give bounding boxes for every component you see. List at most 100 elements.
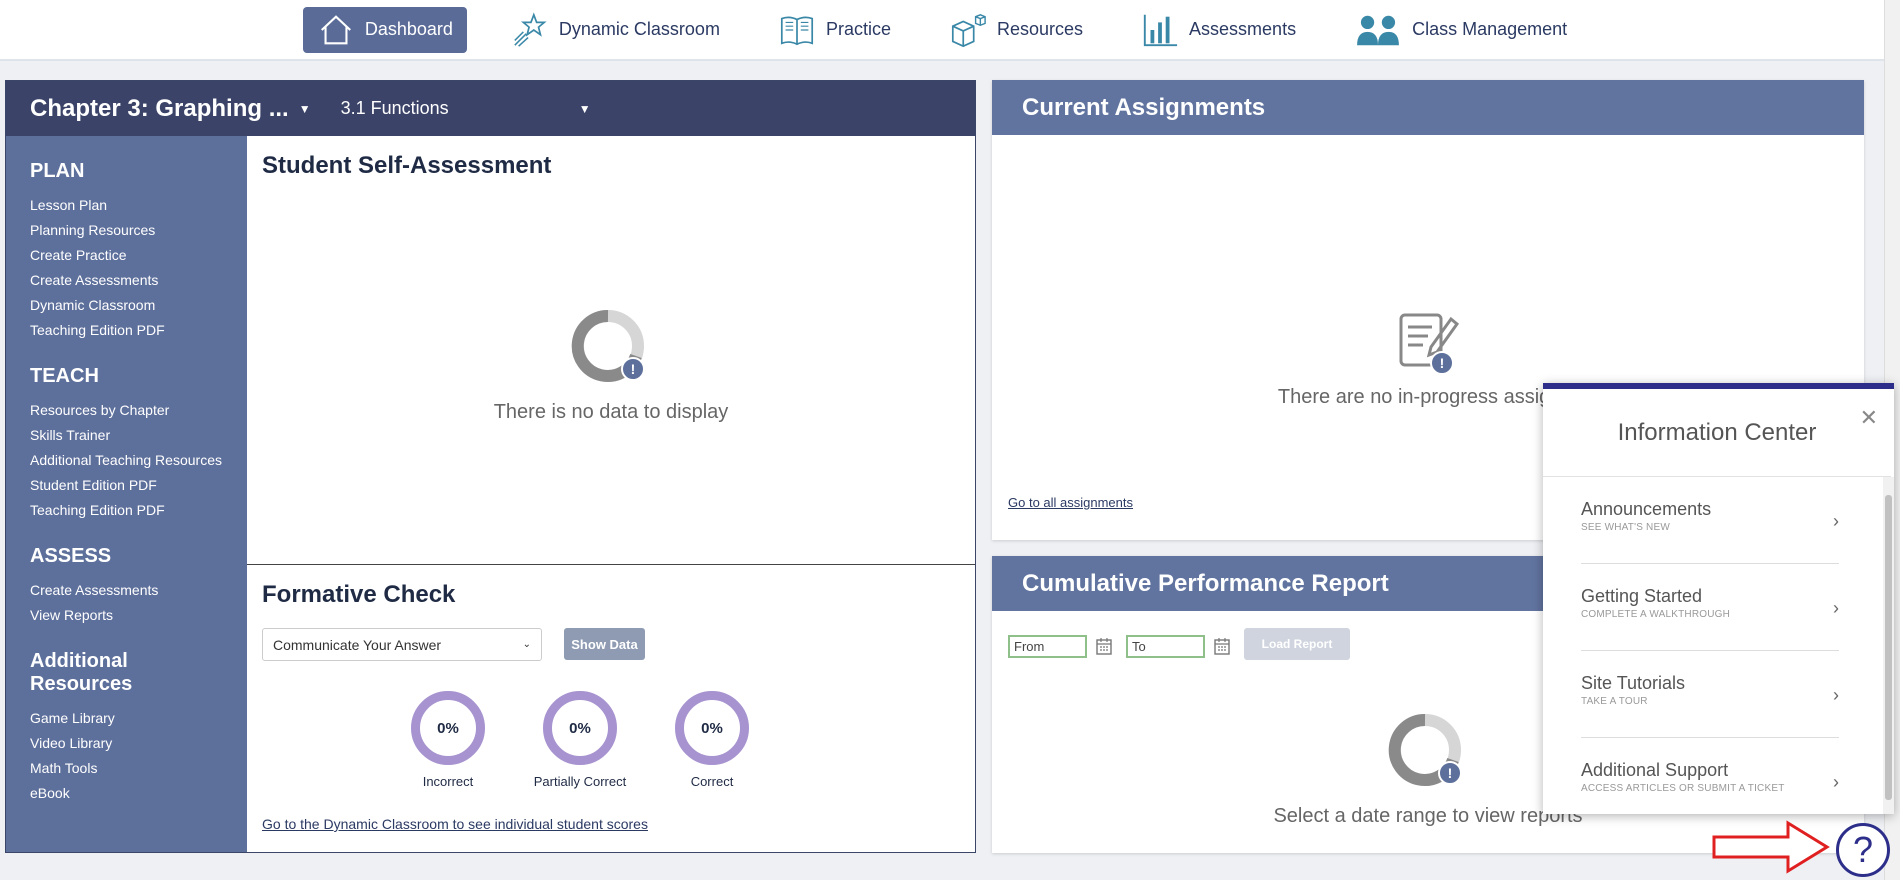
- show-data-button[interactable]: Show Data: [564, 628, 645, 660]
- scrollbar-thumb[interactable]: [1885, 495, 1892, 800]
- close-icon[interactable]: ✕: [1859, 405, 1878, 430]
- empty-message: Select a date range to view reports: [1273, 805, 1583, 827]
- info-item-label: Additional Support: [1581, 760, 1729, 780]
- info-item-subtitle: COMPLETE A WALKTHROUGH: [1581, 609, 1731, 620]
- score-label: Partially Correct: [533, 774, 627, 789]
- sidebar-section-assess: ASSESS Create Assessments View Reports: [30, 545, 223, 628]
- sidebar-heading: TEACH: [30, 365, 99, 387]
- chevron-down-icon[interactable]: ▼: [298, 101, 311, 116]
- sidebar-item-create-practice[interactable]: Create Practice: [30, 247, 127, 263]
- sidebar: PLAN Lesson Plan Planning Resources Crea…: [6, 136, 247, 852]
- score-ring: 0%: [675, 691, 749, 765]
- info-item-label: Getting Started: [1581, 586, 1703, 606]
- help-button[interactable]: ?: [1836, 823, 1890, 877]
- nav-label: Assessments: [1189, 19, 1297, 39]
- sidebar-item-student-edition-pdf[interactable]: Student Edition PDF: [30, 477, 157, 493]
- select-value: Communicate Your Answer: [273, 636, 442, 653]
- sidebar-item-math-tools[interactable]: Math Tools: [30, 760, 98, 776]
- score-label: Incorrect: [422, 774, 474, 789]
- chapter-selector[interactable]: Chapter 3: Graphing ...: [30, 94, 289, 122]
- info-center-title: Information Center: [1543, 389, 1891, 477]
- information-center-panel: Information Center ✕ Announcements SEE W…: [1543, 383, 1894, 814]
- panel-title: Current Assignments: [992, 80, 1864, 135]
- dynamic-classroom-link[interactable]: Go to the Dynamic Classroom to see indiv…: [262, 816, 648, 832]
- cubes-icon: [951, 13, 986, 47]
- users-icon: [1357, 15, 1399, 45]
- chevron-down-icon: ▼: [578, 101, 591, 116]
- sidebar-item-create-assessments[interactable]: Create Assessments: [30, 582, 159, 598]
- score-label: Correct: [690, 774, 734, 789]
- sidebar-item-create-assessments[interactable]: Create Assessments: [30, 272, 159, 288]
- info-item-label: Site Tutorials: [1581, 673, 1686, 693]
- nav-dynamic-classroom[interactable]: Dynamic Classroom: [497, 7, 734, 53]
- svg-text:!: !: [1448, 765, 1453, 781]
- formative-check-select[interactable]: Communicate Your Answer ⌄: [262, 628, 542, 661]
- self-assessment-section: Student Self-Assessment ! There is no da…: [247, 136, 975, 565]
- section-title: Formative Check: [262, 581, 456, 608]
- info-item-subtitle: TAKE A TOUR: [1581, 696, 1648, 707]
- info-item-subtitle: ACCESS ARTICLES OR SUBMIT A TICKET: [1581, 783, 1785, 794]
- empty-donut-chart-icon: !: [571, 309, 645, 382]
- top-navigation: Dashboard Dynamic Classroom Practice Res…: [0, 0, 1884, 61]
- lesson-panel: Chapter 3: Graphing ... ▼ 3.1 Functions …: [5, 80, 976, 853]
- sidebar-item-video-library[interactable]: Video Library: [30, 735, 113, 751]
- sidebar-heading: PLAN: [30, 160, 85, 182]
- score-incorrect: 0% Incorrect: [383, 691, 513, 789]
- calendar-icon[interactable]: [1214, 637, 1230, 655]
- calendar-icon[interactable]: [1096, 637, 1112, 655]
- bar-chart-icon: [1143, 14, 1178, 46]
- svg-text:!: !: [1440, 355, 1445, 371]
- nav-assessments[interactable]: Assessments: [1127, 7, 1310, 53]
- info-item-additional-support[interactable]: Additional Support ACCESS ARTICLES OR SU…: [1581, 738, 1839, 825]
- nav-dashboard[interactable]: Dashboard: [302, 6, 467, 53]
- sidebar-item-planning-resources[interactable]: Planning Resources: [30, 222, 156, 238]
- chevron-right-icon: ›: [1833, 511, 1839, 531]
- formative-check-section: Formative Check Communicate Your Answer …: [247, 565, 975, 852]
- empty-state: ! Select a date range to view reports: [992, 712, 1864, 828]
- info-center-scrollbar[interactable]: [1883, 477, 1894, 814]
- empty-message: There is no data to display: [493, 401, 729, 423]
- nav-class-management[interactable]: Class Management: [1340, 7, 1581, 53]
- sidebar-item-teaching-edition-pdf[interactable]: Teaching Edition PDF: [30, 502, 165, 518]
- sidebar-item-lesson-plan[interactable]: Lesson Plan: [30, 197, 108, 213]
- sparkle-wand-icon: [514, 11, 547, 47]
- sidebar-item-resources-by-chapter[interactable]: Resources by Chapter: [30, 402, 170, 418]
- chevron-down-icon: ⌄: [522, 639, 531, 650]
- sidebar-section-teach: TEACH Resources by Chapter Skills Traine…: [30, 365, 223, 523]
- sidebar-section-plan: PLAN Lesson Plan Planning Resources Crea…: [30, 160, 223, 343]
- info-item-label: Announcements: [1581, 499, 1712, 519]
- lesson-selector[interactable]: 3.1 Functions ▼: [341, 98, 591, 119]
- info-item-announcements[interactable]: Announcements SEE WHAT'S NEW ›: [1581, 477, 1839, 564]
- svg-text:!: !: [631, 361, 636, 377]
- empty-state: ! There is no data to display: [247, 308, 975, 424]
- sidebar-item-skills-trainer[interactable]: Skills Trainer: [30, 427, 111, 443]
- sidebar-item-ebook[interactable]: eBook: [30, 785, 70, 801]
- from-date-input[interactable]: From: [1008, 635, 1087, 658]
- sidebar-item-additional-teaching-resources[interactable]: Additional Teaching Resources: [30, 452, 222, 468]
- nav-label: Practice: [825, 19, 891, 39]
- info-item-getting-started[interactable]: Getting Started COMPLETE A WALKTHROUGH ›: [1581, 564, 1839, 651]
- sidebar-item-game-library[interactable]: Game Library: [30, 710, 115, 726]
- all-assignments-link[interactable]: Go to all assignments: [1008, 495, 1134, 510]
- chevron-right-icon: ›: [1833, 598, 1839, 618]
- nav-label: Dashboard: [364, 19, 453, 39]
- nav-practice[interactable]: Practice: [764, 7, 905, 53]
- info-item-site-tutorials[interactable]: Site Tutorials TAKE A TOUR ›: [1581, 651, 1839, 738]
- sidebar-heading: ASSESS: [30, 545, 112, 567]
- nav-label: Resources: [996, 19, 1084, 39]
- to-date-input[interactable]: To: [1126, 635, 1205, 658]
- empty-message: There are no in-progress assignm: [1277, 386, 1579, 408]
- score-ring: 0%: [411, 691, 485, 765]
- load-report-button[interactable]: Load Report: [1244, 628, 1350, 660]
- book-icon: [780, 16, 814, 45]
- sidebar-section-additional-resources: Additional Resources Game Library Video …: [30, 650, 223, 806]
- chevron-right-icon: ›: [1833, 772, 1839, 792]
- sidebar-item-dynamic-classroom[interactable]: Dynamic Classroom: [30, 297, 156, 313]
- section-title: Student Self-Assessment: [262, 152, 552, 179]
- empty-state: ! There are no in-progress assignm: [992, 305, 1864, 409]
- sidebar-item-teaching-edition-pdf[interactable]: Teaching Edition PDF: [30, 322, 165, 338]
- sidebar-item-view-reports[interactable]: View Reports: [30, 607, 114, 623]
- nav-resources[interactable]: Resources: [935, 7, 1097, 53]
- nav-label: Dynamic Classroom: [558, 19, 720, 39]
- empty-donut-chart-icon: !: [1388, 713, 1462, 786]
